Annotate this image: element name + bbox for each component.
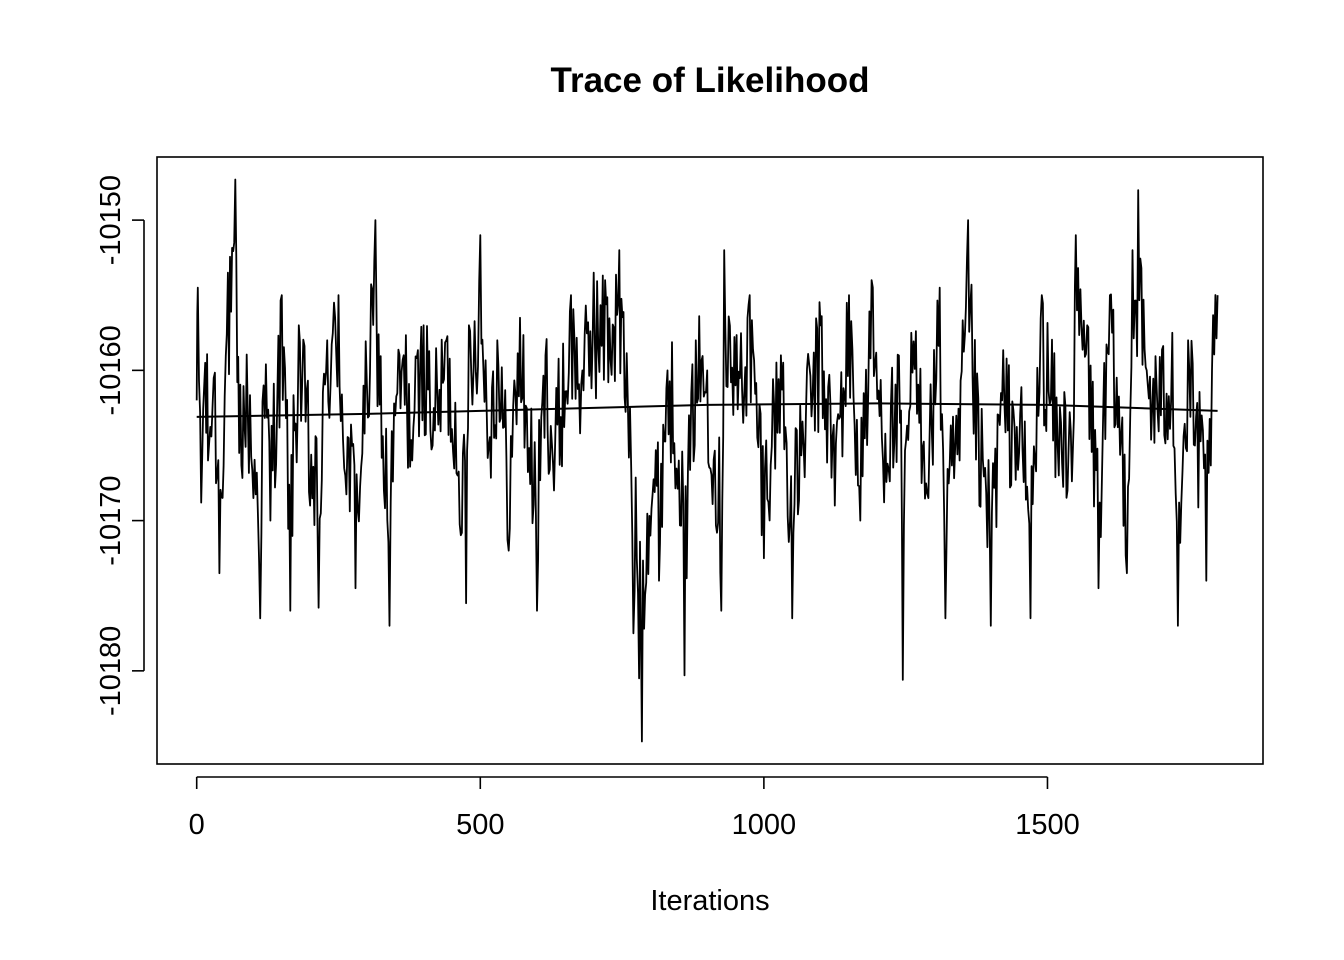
y-tick-label: -10160 <box>95 325 127 415</box>
y-axis: -10180 -10170 -10160 -10150 <box>95 175 145 716</box>
y-tick-label: -10180 <box>95 626 127 716</box>
chart-title: Trace of Likelihood <box>551 61 870 100</box>
x-axis-label: Iterations <box>650 885 769 917</box>
running-mean-line <box>196 402 1218 418</box>
y-tick-label: -10150 <box>95 175 127 265</box>
y-tick-label: -10170 <box>95 475 127 565</box>
plot-area <box>195 178 1219 743</box>
x-tick-label: 1000 <box>732 809 797 841</box>
x-tick-label: 500 <box>456 809 504 841</box>
plot-frame <box>156 156 1264 765</box>
x-axis: 0 500 1000 1500 <box>189 776 1080 841</box>
x-tick-label: 0 <box>189 809 205 841</box>
likelihood-trace-line <box>195 178 1219 743</box>
x-tick-label: 1500 <box>1015 809 1080 841</box>
